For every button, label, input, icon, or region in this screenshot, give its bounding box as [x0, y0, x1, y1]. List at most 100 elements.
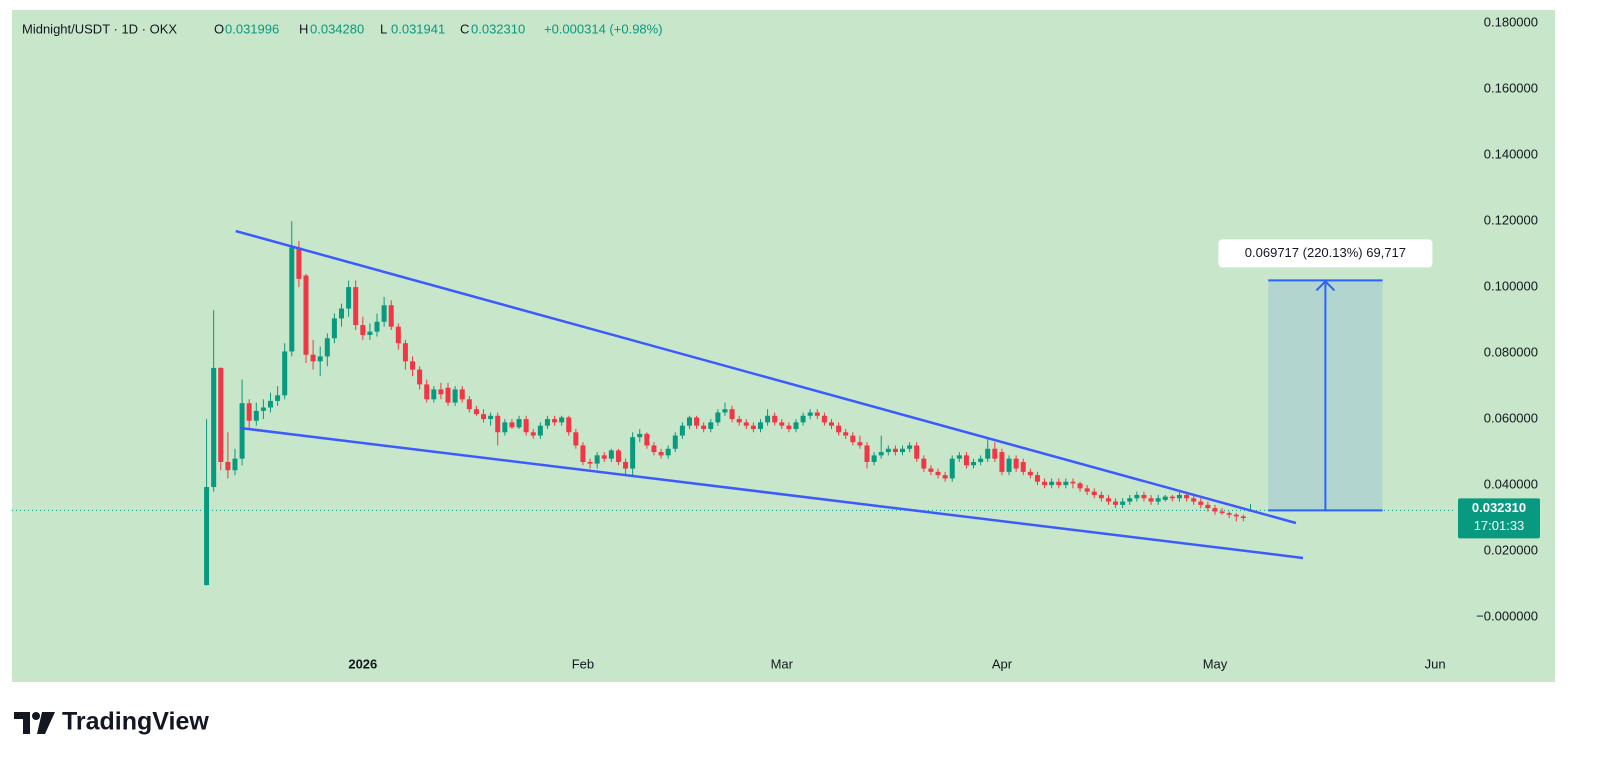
- y-tick-label: 0.180000: [1484, 15, 1538, 30]
- candle-body: [1148, 498, 1154, 502]
- measure-label: 0.069717 (220.13%) 69,717: [1245, 245, 1406, 260]
- candle-body: [1198, 501, 1204, 505]
- candle-body: [275, 395, 281, 401]
- candle-body: [459, 389, 465, 400]
- candle-body: [232, 458, 238, 471]
- candle-body: [892, 448, 898, 453]
- candle-body: [225, 461, 231, 471]
- legend-header: Midnight/USDT · 1D · OKX O 0.031996 H 0.0342…: [22, 21, 663, 36]
- candle-body: [566, 417, 572, 433]
- candle-body: [1056, 481, 1062, 486]
- candle-body: [1162, 496, 1168, 500]
- trendline: [239, 426, 1304, 560]
- y-tick-label: 0.100000: [1484, 279, 1538, 294]
- y-tick-label: 0.020000: [1484, 542, 1538, 557]
- ohlc-label: O: [214, 21, 224, 36]
- candle-body: [509, 422, 515, 428]
- candle-body: [985, 448, 991, 459]
- candle-body: [466, 399, 472, 410]
- candle-body: [1042, 481, 1048, 486]
- y-tick-label: −0.000000: [1476, 608, 1538, 623]
- price-tag-value: 0.032310: [1472, 500, 1526, 515]
- chart-background: [12, 10, 1555, 682]
- candle-body: [260, 407, 266, 411]
- brand-logo: TradingView: [14, 708, 209, 736]
- candle-body: [445, 387, 451, 403]
- change: +0.000314 (+0.98%): [544, 21, 663, 36]
- candle-body: [729, 409, 735, 420]
- candle-body: [1127, 498, 1133, 502]
- ohlc-label: L: [380, 21, 387, 36]
- candle-body: [644, 433, 650, 446]
- candle-body: [836, 425, 842, 433]
- candle-body: [346, 287, 352, 309]
- candle-body: [1113, 501, 1119, 505]
- candle-body: [1063, 481, 1069, 486]
- candle-body: [871, 455, 877, 462]
- candle-body: [701, 425, 707, 429]
- candle-body: [289, 247, 295, 352]
- candle-body: [601, 455, 607, 459]
- candle-body: [978, 458, 984, 462]
- candle-body: [324, 338, 330, 357]
- price-tag: [1458, 498, 1540, 539]
- candle-body: [317, 356, 323, 362]
- candle-body: [715, 412, 721, 423]
- candle-body: [630, 437, 636, 469]
- y-tick-label: 0.160000: [1484, 81, 1538, 96]
- candle-body: [594, 455, 600, 464]
- candle-body: [914, 445, 920, 459]
- measure-arrowhead: [1315, 280, 1336, 292]
- candle-body: [282, 351, 288, 396]
- trendline: [235, 229, 1297, 525]
- candle-body: [580, 445, 586, 462]
- candle-body: [1120, 501, 1126, 505]
- candle-body: [495, 415, 501, 433]
- candle-body: [765, 415, 771, 423]
- candle-body: [992, 448, 998, 459]
- candle-body: [793, 422, 799, 429]
- candle-body: [665, 448, 671, 456]
- candle-body: [956, 455, 962, 459]
- candle-body: [1027, 471, 1033, 476]
- candle-body: [935, 471, 941, 476]
- candle-body: [814, 412, 820, 416]
- candle-body: [1105, 498, 1111, 502]
- candle-body: [750, 425, 756, 429]
- candle-body: [623, 461, 629, 469]
- candle-body: [1184, 494, 1190, 499]
- price-tag-countdown: 17:01:33: [1474, 518, 1525, 533]
- candle-body: [587, 461, 593, 464]
- candle-body: [850, 435, 856, 443]
- ohlc-label: C: [460, 21, 469, 36]
- candle-body: [537, 425, 543, 436]
- candle-body: [516, 419, 522, 428]
- candle-body: [999, 452, 1005, 472]
- candle-body: [772, 415, 778, 423]
- candle-body: [1155, 498, 1161, 502]
- candle-body: [402, 343, 408, 362]
- candle-body: [885, 448, 891, 453]
- candle-body: [1176, 494, 1182, 499]
- x-tick-label: May: [1203, 656, 1228, 671]
- candle-body: [1077, 483, 1083, 489]
- candle-body: [239, 403, 245, 459]
- candle-body: [786, 425, 792, 429]
- x-tick-label: Feb: [572, 656, 594, 671]
- candle-body: [1219, 511, 1225, 514]
- candle-body: [1049, 481, 1055, 486]
- candle-body: [821, 415, 827, 423]
- candle-body: [552, 419, 558, 423]
- candle-body: [736, 419, 742, 423]
- candle-body: [608, 450, 614, 459]
- candle-body: [1191, 498, 1197, 502]
- candle-body: [488, 415, 494, 420]
- candle-body: [1034, 475, 1040, 482]
- candle-body: [246, 403, 252, 421]
- candle-body: [331, 318, 337, 339]
- brand-name: TradingView: [62, 708, 209, 736]
- candle-body: [523, 419, 529, 433]
- candle-body: [473, 409, 479, 415]
- x-tick-label: 2026: [348, 656, 377, 671]
